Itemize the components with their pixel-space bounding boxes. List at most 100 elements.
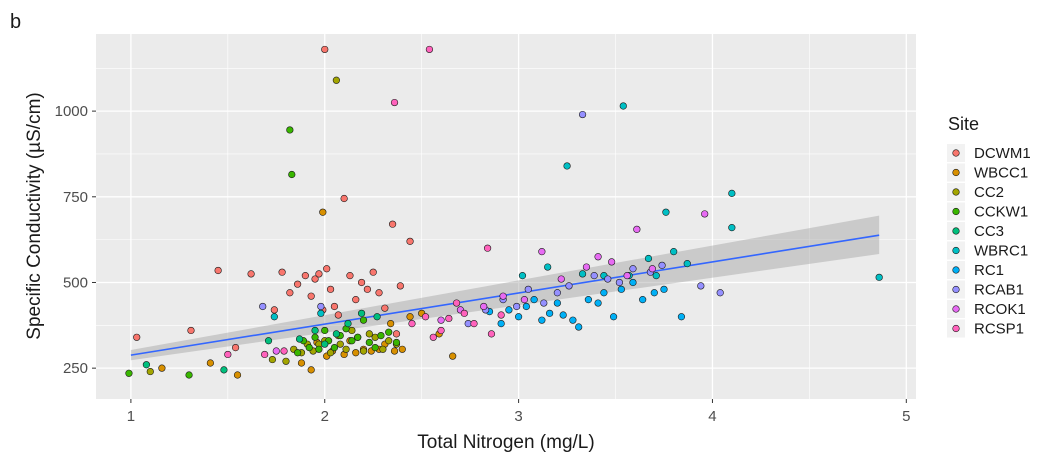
data-point-rc1 (650, 289, 658, 297)
data-point-rcok1 (272, 347, 280, 355)
data-point-wbrc1 (728, 189, 736, 197)
data-point-dcwm1 (406, 237, 414, 245)
data-point-rcsp1 (445, 314, 453, 323)
data-point-wbrc1 (670, 248, 678, 256)
data-point-wbcc1 (307, 366, 315, 374)
data-point-rc1 (515, 313, 523, 321)
data-point-cc2 (282, 357, 290, 365)
data-point-rc1 (505, 306, 513, 314)
data-point-cckw1 (365, 338, 373, 347)
y-tick-label: 250 (63, 360, 88, 377)
data-point-rcok1 (557, 275, 565, 283)
data-point-wbrc1 (875, 273, 883, 281)
data-point-cc3 (220, 366, 228, 374)
legend-key-cckw1 (952, 207, 960, 216)
legend-key-rcok1 (952, 305, 960, 313)
data-point-dcwm1 (311, 275, 319, 283)
data-point-dcwm1 (321, 45, 329, 54)
data-point-dcwm1 (286, 289, 294, 297)
data-point-cckw1 (185, 371, 193, 379)
data-point-dcwm1 (363, 285, 371, 293)
data-point-dcwm1 (270, 306, 278, 314)
legend-key-cc2 (952, 188, 960, 196)
data-point-cc2 (342, 345, 350, 353)
data-point-cckw1 (377, 331, 385, 340)
data-point-dcwm1 (326, 285, 335, 293)
data-point-rcok1 (623, 272, 631, 280)
data-point-wbcc1 (406, 313, 414, 321)
data-point-rcab1 (524, 285, 532, 293)
data-point-dcwm1 (294, 280, 302, 288)
data-points (125, 45, 883, 379)
data-point-cc3 (344, 320, 352, 328)
data-point-rc1 (617, 285, 625, 293)
y-tick-label: 750 (63, 189, 88, 206)
data-point-wbrc1 (544, 263, 552, 271)
data-point-wbcc1 (297, 359, 306, 367)
confidence-band (130, 215, 880, 361)
data-point-dcwm1 (133, 333, 141, 341)
data-point-cckw1 (321, 326, 329, 335)
data-point-wbcc1 (206, 359, 214, 367)
legend-key-cc3 (952, 227, 960, 235)
data-point-wbrc1 (683, 260, 691, 268)
data-point-rcab1 (259, 302, 267, 311)
data-point-rc1 (609, 313, 618, 321)
data-point-dcwm1 (301, 272, 309, 280)
minor-gridlines (96, 34, 916, 399)
data-point-wbcc1 (158, 364, 166, 372)
legend-label-rc1: RC1 (974, 262, 1004, 279)
data-point-rc1 (639, 296, 647, 304)
data-point-rc1 (677, 313, 686, 321)
data-point-rcok1 (437, 316, 445, 324)
data-point-cc3 (321, 340, 329, 348)
data-point-cc3 (142, 361, 151, 369)
data-point-wbcc1 (319, 208, 327, 216)
data-point-rcok1 (520, 296, 529, 304)
data-point-rcab1 (590, 272, 598, 280)
data-point-cc2 (326, 349, 335, 357)
data-point-cckw1 (392, 338, 401, 347)
legend-label-wbrc1: WBRC1 (974, 243, 1028, 260)
data-point-rc1 (660, 285, 668, 293)
data-point-rcsp1 (470, 320, 478, 328)
data-point-dcwm1 (330, 302, 339, 311)
data-point-wbrc1 (652, 272, 660, 280)
data-point-dcwm1 (334, 311, 342, 319)
data-point-rcsp1 (452, 299, 461, 307)
data-point-wbrc1 (317, 309, 325, 317)
data-point-rcab1 (540, 299, 548, 307)
data-point-wbrc1 (518, 272, 527, 280)
data-point-rc1 (538, 316, 546, 324)
data-point-cc3 (295, 335, 304, 343)
y-axis-ticks: 250 500 750 1000 (55, 103, 96, 377)
data-point-rcab1 (604, 275, 612, 283)
data-point-rcab1 (317, 302, 325, 311)
data-point-rcsp1 (487, 330, 496, 338)
data-point-cc3 (332, 330, 340, 338)
legend-label-rcok1: RCOK1 (974, 301, 1026, 318)
data-point-rcsp1 (425, 45, 434, 54)
data-point-rc1 (594, 299, 602, 307)
data-point-cckw1 (371, 343, 379, 352)
x-tick-label: 3 (514, 408, 522, 425)
legend-label-rcab1: RCAB1 (974, 282, 1024, 299)
x-tick-label: 1 (127, 408, 135, 425)
data-point-cckw1 (348, 337, 356, 345)
data-point-cc2 (146, 367, 154, 376)
data-point-cckw1 (288, 170, 296, 179)
data-point-dcwm1 (340, 194, 348, 203)
data-point-rc1 (497, 320, 505, 328)
data-point-wbrc1 (270, 313, 278, 321)
y-tick-label: 500 (63, 274, 88, 291)
data-point-dcwm1 (247, 270, 255, 278)
data-point-cc2 (332, 76, 340, 84)
data-point-wbrc1 (578, 270, 587, 278)
data-point-rcok1 (480, 302, 488, 311)
y-tick-label: 1000 (55, 103, 88, 120)
data-point-rcab1 (513, 302, 521, 311)
data-point-cckw1 (294, 349, 302, 357)
data-point-rcab1 (697, 282, 705, 290)
data-point-wbcc1 (398, 345, 406, 353)
data-point-cckw1 (330, 343, 339, 352)
